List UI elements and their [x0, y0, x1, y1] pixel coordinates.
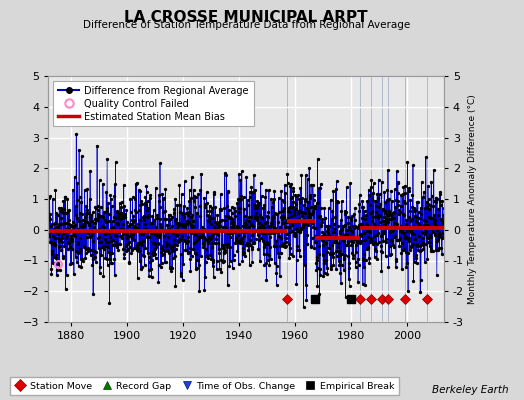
Text: LA CROSSE MUNICIPAL ARPT: LA CROSSE MUNICIPAL ARPT [125, 10, 368, 25]
Text: Difference of Station Temperature Data from Regional Average: Difference of Station Temperature Data f… [83, 20, 410, 30]
Legend: Difference from Regional Average, Quality Control Failed, Estimated Station Mean: Difference from Regional Average, Qualit… [53, 81, 254, 126]
Y-axis label: Monthly Temperature Anomaly Difference (°C): Monthly Temperature Anomaly Difference (… [468, 94, 477, 304]
Text: Berkeley Earth: Berkeley Earth [432, 385, 508, 395]
Legend: Station Move, Record Gap, Time of Obs. Change, Empirical Break: Station Move, Record Gap, Time of Obs. C… [10, 377, 399, 395]
